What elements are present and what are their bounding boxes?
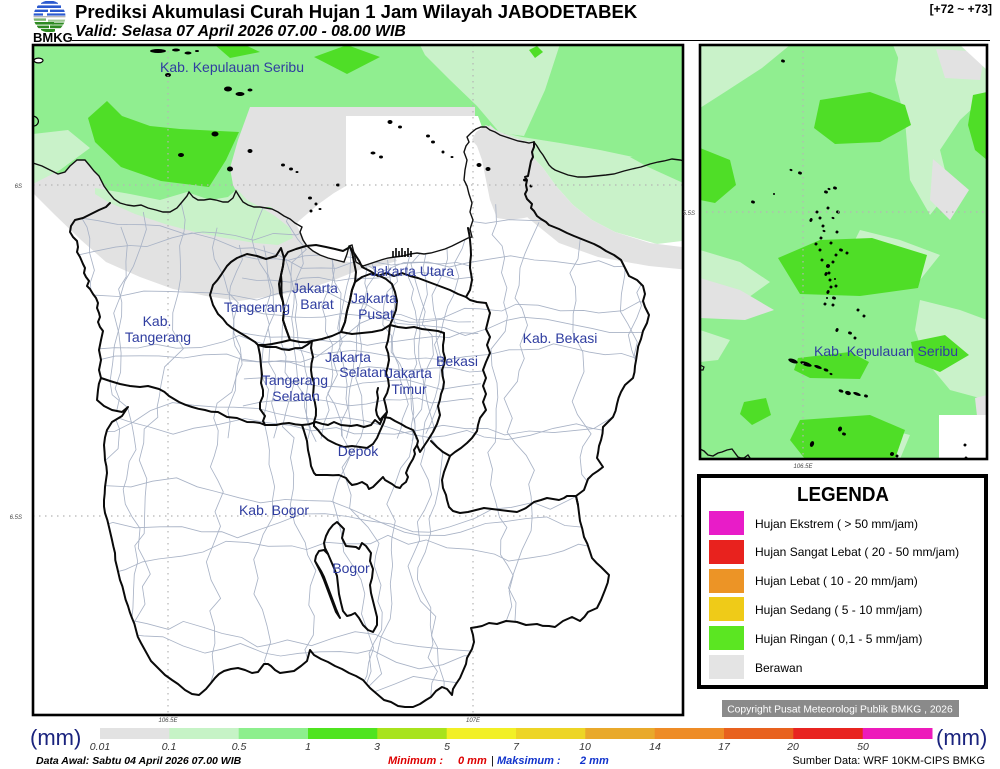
- svg-text:Depok: Depok: [338, 443, 379, 459]
- svg-text:50: 50: [857, 741, 869, 753]
- svg-text:5.5S: 5.5S: [683, 211, 695, 217]
- svg-text:0 mm: 0 mm: [458, 755, 487, 767]
- svg-text:Jakarta: Jakarta: [325, 349, 371, 365]
- svg-text:17: 17: [718, 741, 731, 753]
- svg-text:Hujan Sedang ( 5 - 10 mm/jam): Hujan Sedang ( 5 - 10 mm/jam): [755, 603, 922, 617]
- svg-text:Bogor: Bogor: [332, 560, 370, 576]
- svg-text:3: 3: [374, 741, 380, 753]
- svg-text:20: 20: [786, 741, 799, 753]
- svg-text:Valid: Selasa 07 April 2026 07: Valid: Selasa 07 April 2026 07.00 - 08.0…: [75, 23, 406, 40]
- svg-text:Timur: Timur: [391, 381, 427, 397]
- svg-text:Tangerang: Tangerang: [125, 329, 191, 345]
- svg-text:5: 5: [444, 741, 450, 753]
- svg-text:[+72 ~ +73]: [+72 ~ +73]: [930, 2, 992, 16]
- svg-text:BMKG: BMKG: [33, 30, 73, 45]
- svg-text:Minimum :: Minimum :: [388, 755, 443, 767]
- svg-text:|: |: [491, 755, 494, 767]
- svg-text:Kab.: Kab.: [143, 313, 172, 329]
- svg-text:14: 14: [649, 741, 661, 753]
- svg-text:Sumber Data: WRF 10KM-CIPS BMK: Sumber Data: WRF 10KM-CIPS BMKG: [792, 755, 985, 767]
- svg-text:Pusat: Pusat: [358, 306, 394, 322]
- svg-text:Barat: Barat: [300, 296, 334, 312]
- svg-text:Bekasi: Bekasi: [436, 353, 478, 369]
- svg-text:Hujan Sangat Lebat ( 20 - 50 m: Hujan Sangat Lebat ( 20 - 50 mm/jam): [755, 545, 959, 559]
- svg-text:Jakarta: Jakarta: [386, 365, 432, 381]
- svg-text:0.5: 0.5: [232, 741, 247, 753]
- svg-text:6.5S: 6.5S: [10, 515, 22, 521]
- svg-text:Tangerang: Tangerang: [224, 299, 290, 315]
- svg-text:Selatan: Selatan: [339, 364, 386, 380]
- svg-text:0.1: 0.1: [162, 741, 177, 753]
- svg-text:7: 7: [513, 741, 520, 753]
- svg-text:Copyright Pusat Meteorologi Pu: Copyright Pusat Meteorologi Publik BMKG …: [727, 705, 953, 716]
- svg-text:Data Awal: Sabtu 04 April 2026: Data Awal: Sabtu 04 April 2026 07.00 WIB: [36, 755, 242, 767]
- svg-text:Selatan: Selatan: [272, 388, 319, 404]
- svg-text:2 mm: 2 mm: [579, 755, 609, 767]
- svg-text:Prediksi Akumulasi Curah Hujan: Prediksi Akumulasi Curah Hujan 1 Jam Wil…: [75, 1, 638, 22]
- svg-text:Jakarta: Jakarta: [351, 290, 397, 306]
- svg-text:Kab. Kepulauan Seribu: Kab. Kepulauan Seribu: [160, 59, 304, 75]
- svg-text:107E: 107E: [466, 718, 481, 724]
- svg-text:Kab. Kepulauan Seribu: Kab. Kepulauan Seribu: [814, 343, 958, 359]
- svg-text:Jakarta Utara: Jakarta Utara: [370, 263, 454, 279]
- svg-text:10: 10: [579, 741, 591, 753]
- svg-text:0.01: 0.01: [90, 741, 110, 753]
- svg-text:Hujan Ekstrem ( > 50 mm/jam): Hujan Ekstrem ( > 50 mm/jam): [755, 517, 918, 531]
- svg-text:1: 1: [305, 741, 311, 753]
- svg-text:Jakarta: Jakarta: [292, 280, 338, 296]
- svg-text:LEGENDA: LEGENDA: [797, 484, 889, 506]
- svg-text:Hujan Ringan ( 0,1 - 5 mm/jam): Hujan Ringan ( 0,1 - 5 mm/jam): [755, 632, 922, 646]
- svg-text:Kab. Bekasi: Kab. Bekasi: [523, 330, 598, 346]
- svg-text:Hujan Lebat ( 10 - 20 mm/jam): Hujan Lebat ( 10 - 20 mm/jam): [755, 574, 918, 588]
- svg-text:6S: 6S: [15, 184, 22, 190]
- svg-text:106.5E: 106.5E: [793, 464, 813, 470]
- svg-text:Maksimum :: Maksimum :: [497, 755, 561, 767]
- svg-text:Tangerang: Tangerang: [262, 372, 328, 388]
- svg-text:(mm): (mm): [936, 725, 987, 750]
- svg-text:(mm): (mm): [30, 725, 81, 750]
- svg-text:Kab. Bogor: Kab. Bogor: [239, 502, 309, 518]
- svg-text:106.5E: 106.5E: [158, 718, 178, 724]
- svg-text:Berawan: Berawan: [755, 661, 802, 675]
